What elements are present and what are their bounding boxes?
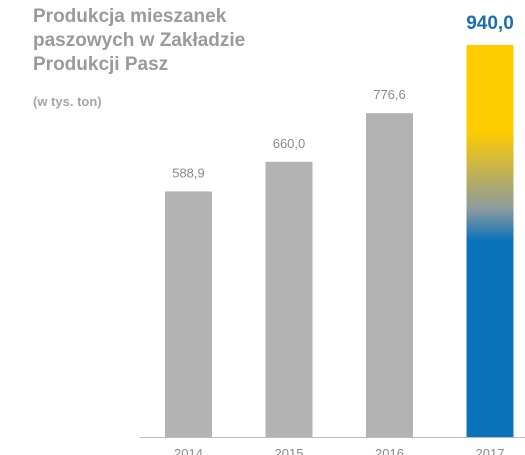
x-tick-label: 2014 xyxy=(174,446,203,455)
data-label: 660,0 xyxy=(273,136,306,151)
x-tick-label: 2016 xyxy=(375,446,404,455)
bar xyxy=(466,45,514,437)
data-label: 588,9 xyxy=(172,165,205,180)
chart-title: Produkcja mieszanek paszowych w Zakładzi… xyxy=(33,6,246,75)
x-tick-label: 2015 xyxy=(275,446,304,455)
bar xyxy=(165,191,212,437)
chart-subtitle: (w tys. ton) xyxy=(33,94,102,109)
x-tick-label: 2017 xyxy=(476,446,505,455)
data-label: 940,0 xyxy=(466,13,514,34)
bar xyxy=(265,161,313,437)
bar xyxy=(366,113,413,438)
data-label: 776,6 xyxy=(373,87,406,102)
